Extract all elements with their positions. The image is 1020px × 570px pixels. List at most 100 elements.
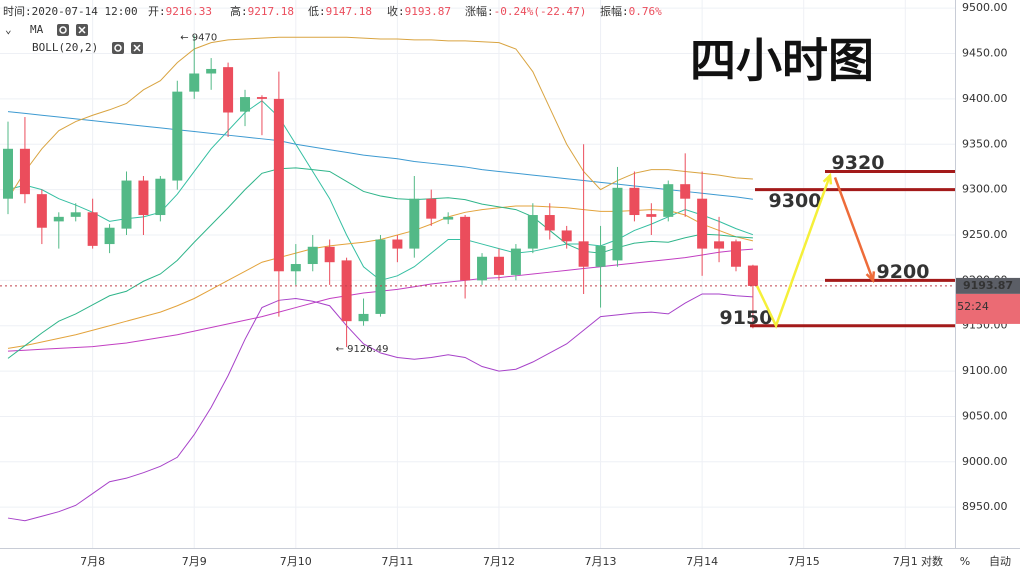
candle-body [138,180,149,216]
candle-body [36,194,47,228]
candle-body [121,180,132,229]
candle-body [273,98,284,272]
x-tick-label: 7月12 [483,555,515,568]
y-tick-label: 9300.00 [962,183,1008,196]
forecast-arrow-down-head [865,271,876,284]
candle-body [70,212,81,217]
candle-body [527,215,538,249]
candle-body [240,97,251,112]
indicator-line [7,293,753,522]
countdown-box [956,293,1020,324]
candle-body [493,256,504,275]
header-time: 时间:2020-07-14 12:00 [3,5,138,18]
axis-control[interactable]: 对数 [921,554,943,568]
x-tick-label: 7月8 [80,555,105,568]
candle-body [612,187,623,261]
forecast-arrow-up [755,175,832,329]
countdown-label: 52:24 [957,300,989,313]
x-tick-label: 7月14 [686,555,718,568]
level-label: 9200 [877,261,930,283]
candle-body [629,187,640,216]
y-tick-label: 9100.00 [962,364,1008,377]
candle-body [544,215,555,231]
header-change: 涨幅:-0.24%(-22.47) [465,5,586,18]
candle-body [375,239,386,314]
candle-body [426,198,437,219]
chart-title: 四小时图 [690,34,874,88]
candle-body [510,248,521,275]
candle-body [87,212,98,246]
candle-body [561,230,572,242]
header-open: 开:9216.33 [148,5,212,18]
candle-body [578,241,589,267]
price-annotation: ← 9470 [180,32,217,43]
y-tick-label: 9250.00 [962,228,1008,241]
candle-body [460,216,471,281]
x-tick-label: 7月15 [788,555,820,568]
candle-body [477,256,488,281]
header-high: 高:9217.18 [230,4,294,18]
indicator-line [7,167,753,359]
candle-body [53,216,64,222]
candle-body [3,148,13,199]
candle-body [358,313,369,322]
candle-body [409,198,420,249]
candle-body [19,148,30,195]
candle-body [697,198,708,249]
forecast-arrow-down [833,177,875,281]
header-close: 收:9193.87 [387,4,451,18]
boll-group: BOLL(20,2) [32,41,98,54]
x-tick-label: 7月9 [182,555,207,568]
y-tick-label: 9400.00 [962,92,1008,105]
candle-body [443,216,454,220]
candle-body [646,214,657,217]
price-annotation: ← 9126.49 [336,344,389,355]
x-tick-label: 7月13 [585,555,617,568]
indicator-line [7,36,753,199]
axis-control[interactable]: % [960,555,970,568]
candle-body [595,245,606,267]
candle-body [223,67,234,113]
ma-buttons[interactable] [57,24,88,36]
y-tick-label: 9050.00 [962,409,1008,422]
x-tick-label: 7月1 [893,555,918,568]
y-tick-label: 9000.00 [962,455,1008,468]
header-low: 低:9147.18 [308,5,372,18]
forecast-arrow-up-head [822,172,833,185]
candle-body [714,241,725,249]
level-label: 9320 [832,152,885,174]
axis-control[interactable]: 自动 [989,555,1011,568]
candle-body [290,264,301,272]
price-box [956,277,1020,294]
boll-buttons[interactable] [112,42,143,54]
collapse-icon[interactable]: ⌄ [5,23,12,36]
level-label: 9150 [720,307,773,329]
y-tick-label: 9450.00 [962,47,1008,60]
candle-body [680,184,691,199]
y-tick-label: 9350.00 [962,137,1008,150]
candle-body [189,73,200,92]
y-tick-label: 8950.00 [962,500,1008,513]
candle-body [747,265,758,286]
candle-body [256,97,267,99]
candle-body [155,178,166,216]
price-box-label: 9193.87 [963,279,1013,292]
candle-body [341,260,352,322]
ma-group: MA [30,23,44,36]
level-label: 9300 [769,190,822,212]
x-tick-label: 7月10 [280,555,312,568]
candle-body [324,246,335,263]
candle-body [206,68,217,74]
candle-body [663,184,674,217]
candle-body [730,241,741,267]
candle-body [172,91,183,181]
y-tick-label: 9500.00 [962,1,1008,14]
header-amplitude: 振幅:0.76% [600,4,662,18]
x-tick-label: 7月11 [381,555,413,568]
candle-body [307,246,318,265]
candle-body [392,239,403,249]
plot [0,0,955,548]
indicator-line [7,111,753,200]
